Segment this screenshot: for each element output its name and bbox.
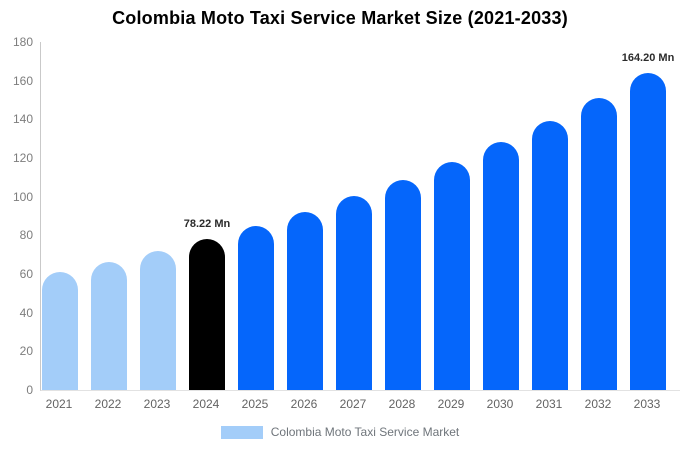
x-tick-label-2024: 2024: [192, 397, 220, 411]
bar-2025: [238, 225, 274, 390]
x-tick-label-2022: 2022: [94, 397, 122, 411]
bar-2026: [287, 211, 323, 390]
chart-title: Colombia Moto Taxi Service Market Size (…: [112, 8, 568, 28]
x-tick-label-2032: 2032: [584, 397, 612, 411]
x-tick-label-2026: 2026: [290, 397, 318, 411]
legend: Colombia Moto Taxi Service Market: [0, 425, 680, 439]
x-tick-label-2030: 2030: [486, 397, 514, 411]
bar-2030: [483, 142, 519, 390]
y-tick-label: 80: [19, 228, 33, 243]
y-tick-label: 60: [19, 267, 33, 281]
y-tick-label: 180: [12, 35, 33, 49]
bar-value-label-2033: 164.20 Mn: [621, 51, 675, 64]
bar-2021: [42, 271, 78, 390]
x-tick-label-2029: 2029: [437, 397, 465, 411]
bar-2027: [336, 196, 372, 390]
x-tick-label-2031: 2031: [535, 397, 563, 411]
x-tick-label-2021: 2021: [45, 397, 73, 411]
bar-value-label-2024: 78.22 Mn: [183, 217, 231, 230]
bar-2031: [532, 120, 568, 390]
x-tick-label-2027: 2027: [339, 397, 367, 411]
bar-2023: [140, 250, 176, 390]
bar-2029: [434, 161, 470, 390]
x-tick-label-2025: 2025: [241, 397, 269, 411]
bar-2033: [630, 72, 666, 390]
bar-2022: [91, 261, 127, 390]
plot-area: 78.22 Mn 164.20 Mn: [40, 42, 680, 391]
y-tick-label: 160: [12, 73, 33, 88]
legend-label: Colombia Moto Taxi Service Market: [270, 425, 460, 439]
y-tick-label: 40: [19, 305, 33, 320]
y-tick-label: 0: [26, 383, 33, 397]
y-tick-label: 100: [12, 189, 33, 204]
bar-2028: [385, 179, 421, 390]
y-tick-label: 120: [12, 151, 33, 165]
y-tick-label: 140: [12, 112, 33, 127]
x-tick-label-2028: 2028: [388, 397, 416, 411]
bar-2024: [189, 238, 225, 390]
legend-swatch: [220, 425, 263, 439]
x-tick-label-2033: 2033: [633, 397, 661, 411]
x-tick-label-2023: 2023: [143, 397, 171, 411]
y-tick-label: 20: [19, 344, 33, 359]
bar-2032: [581, 97, 617, 390]
